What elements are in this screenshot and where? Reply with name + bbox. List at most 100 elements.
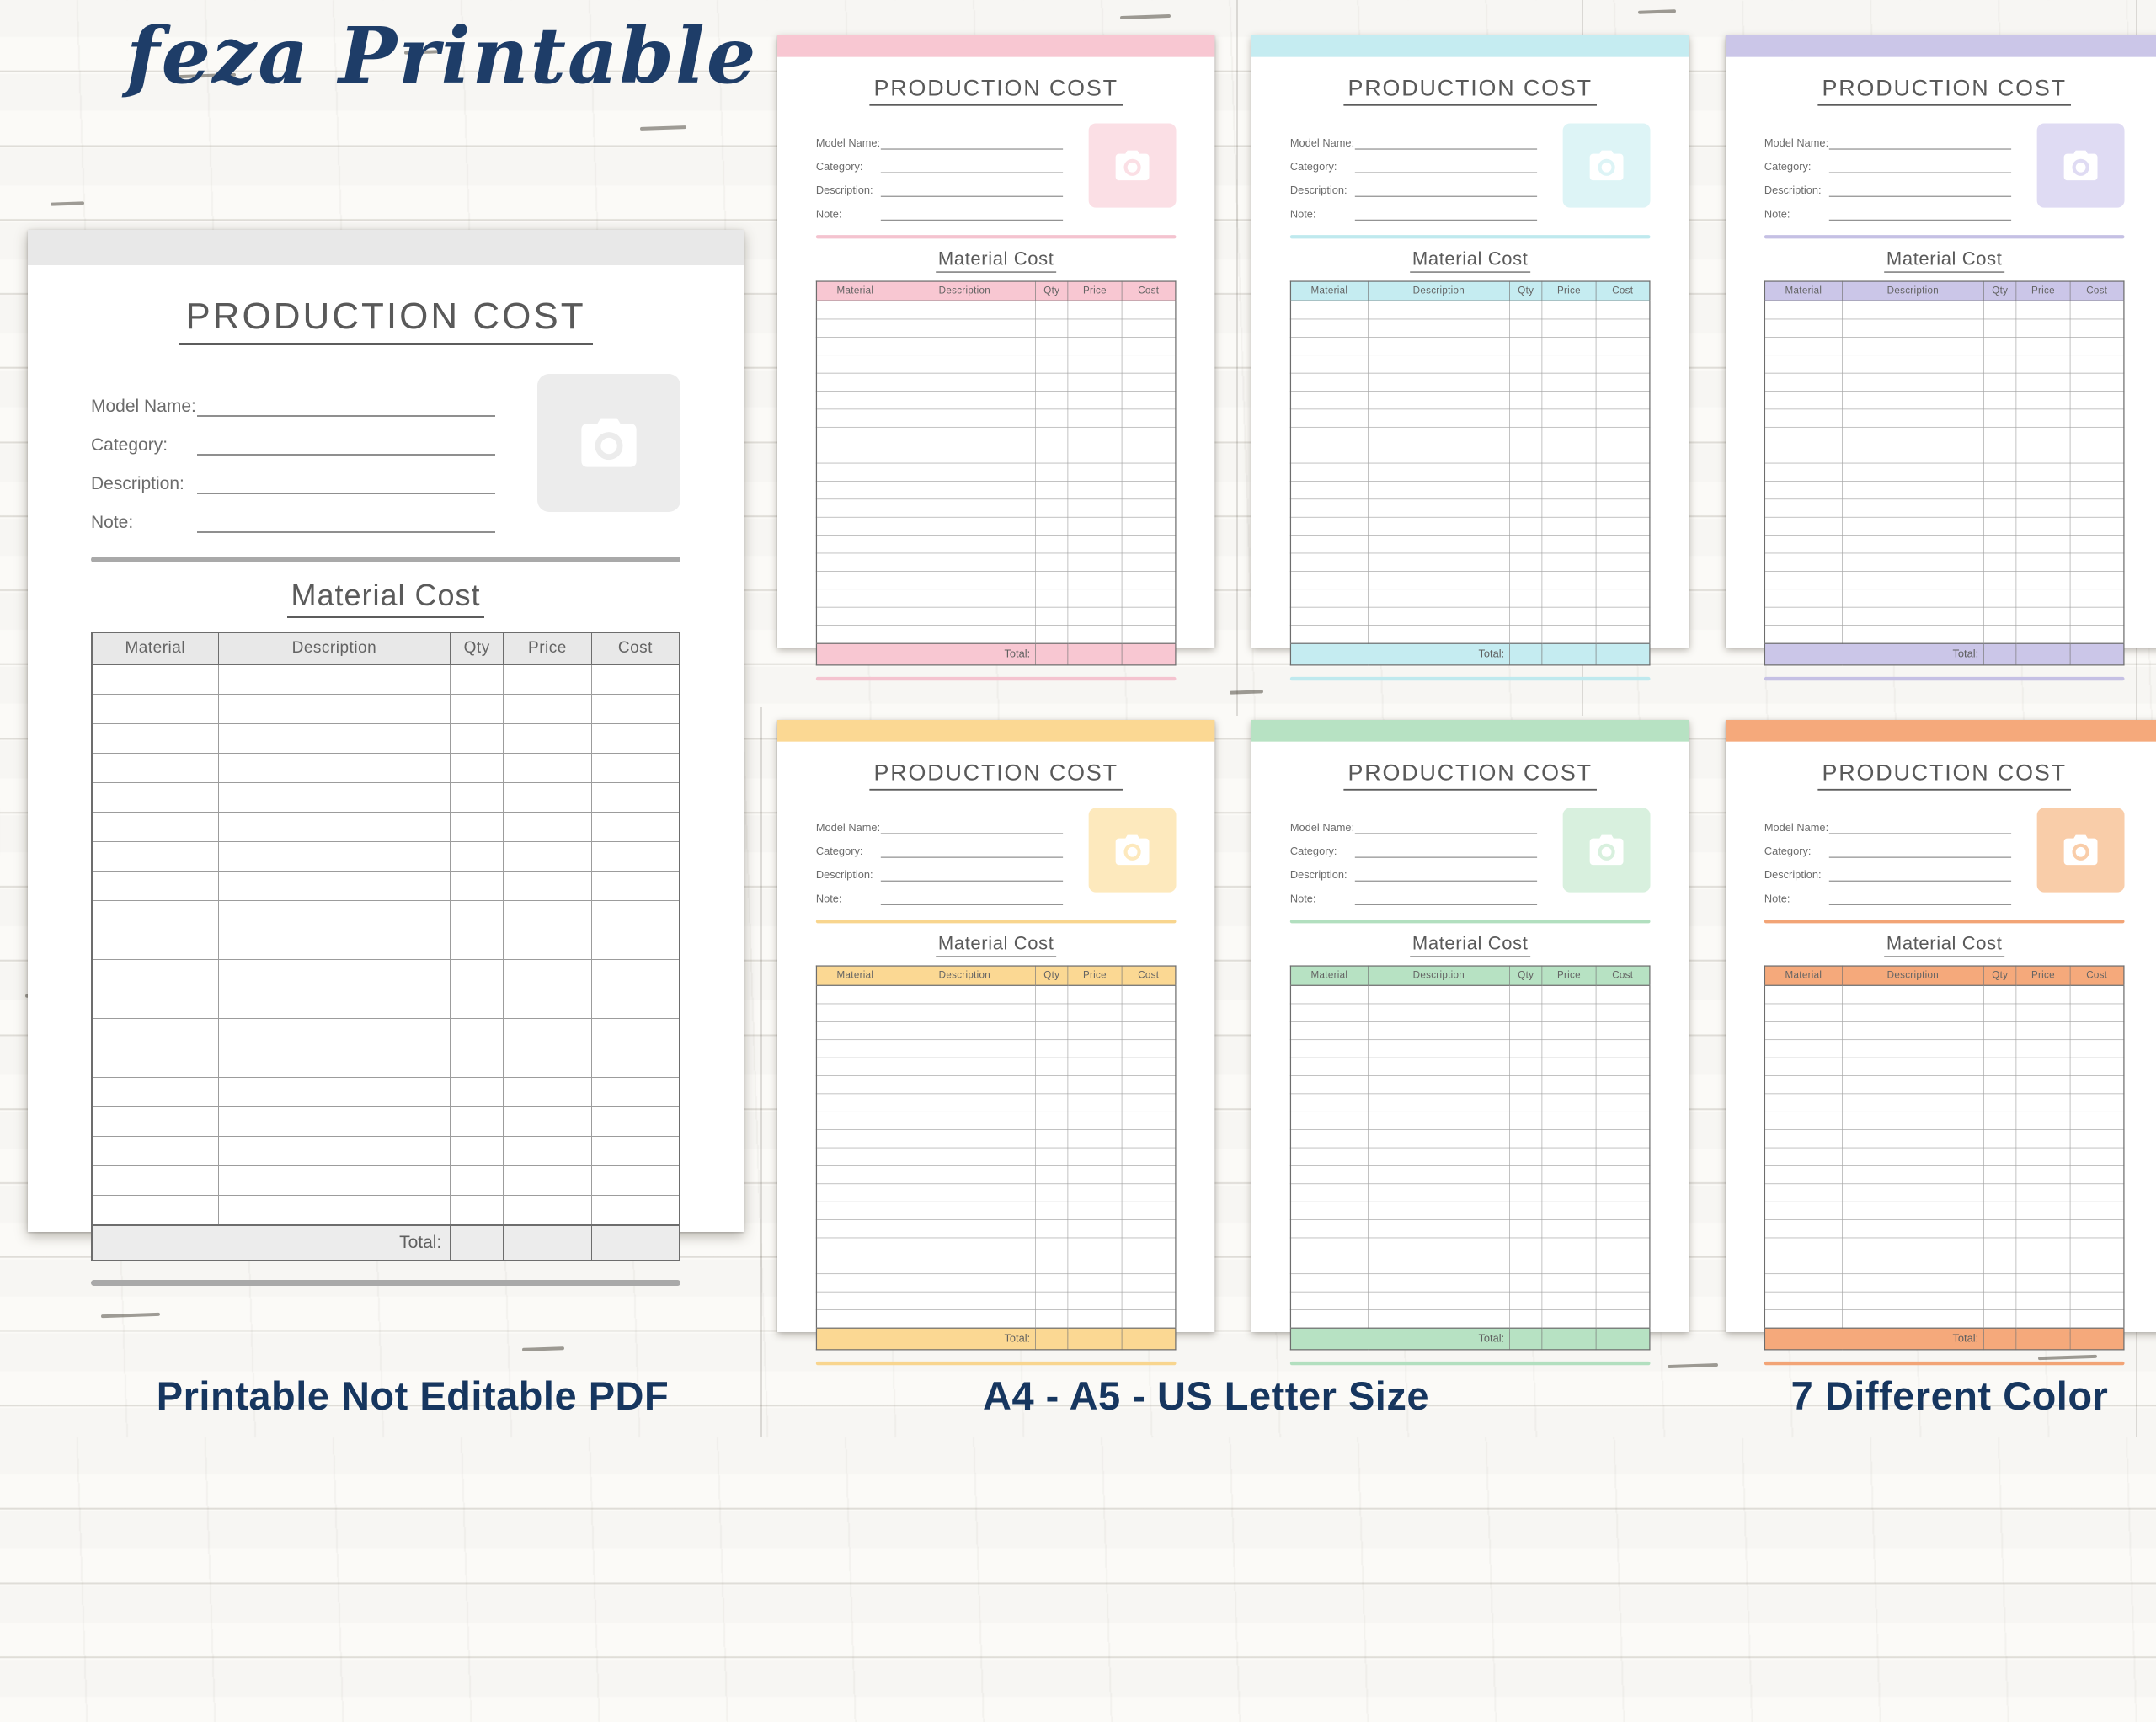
empty-cell xyxy=(816,355,894,374)
table-row xyxy=(1290,535,1651,554)
wood-plank-seam xyxy=(1236,0,1238,716)
column-header-description: Description xyxy=(893,965,1036,986)
empty-cell xyxy=(816,1219,894,1239)
empty-cell xyxy=(816,462,894,482)
empty-cell xyxy=(590,959,680,989)
empty-cell xyxy=(2015,1021,2071,1041)
table-row xyxy=(1290,1183,1651,1202)
empty-cell xyxy=(1067,426,1123,445)
empty-cell xyxy=(1509,571,1543,590)
empty-cell xyxy=(2069,426,2125,445)
empty-cell xyxy=(2015,408,2071,428)
table-row xyxy=(816,391,1177,410)
empty-cell xyxy=(1121,606,1177,626)
table-row xyxy=(91,664,680,695)
material-cost-table: Material Description Qty Price Cost Total: xyxy=(815,280,1177,666)
empty-cell xyxy=(590,930,680,960)
empty-cell xyxy=(1509,1057,1543,1076)
table-row xyxy=(1764,984,2125,1005)
field-category: Category: xyxy=(1764,157,2012,173)
total-qty-cell xyxy=(1509,1327,1543,1351)
empty-cell xyxy=(1290,408,1369,428)
empty-cell xyxy=(1983,372,2017,392)
empty-cell xyxy=(2015,318,2071,338)
empty-cell xyxy=(1035,318,1069,338)
empty-cell xyxy=(1367,1111,1510,1130)
empty-cell xyxy=(893,1219,1036,1239)
field-category: Category: xyxy=(1764,842,2012,858)
empty-cell xyxy=(1983,1093,2017,1112)
field-model-name: Model Name: xyxy=(816,818,1064,834)
field-label: Description: xyxy=(91,474,184,493)
empty-cell xyxy=(1764,1201,1843,1220)
empty-cell xyxy=(1290,1309,1369,1329)
field-blank-line xyxy=(1354,843,1538,858)
empty-cell xyxy=(816,1201,894,1220)
empty-cell xyxy=(1841,1147,1984,1166)
empty-cell xyxy=(1509,408,1543,428)
empty-cell xyxy=(1841,337,1984,356)
empty-cell xyxy=(503,1165,592,1196)
table-row xyxy=(1290,516,1651,536)
table-row xyxy=(816,516,1177,536)
table-row xyxy=(816,1291,1177,1310)
empty-cell xyxy=(1841,625,1984,644)
empty-cell xyxy=(91,1165,219,1196)
empty-cell xyxy=(91,1048,219,1078)
table-row xyxy=(1290,426,1651,445)
table-row xyxy=(816,1256,1177,1275)
total-cost-cell xyxy=(1121,642,1177,666)
table-row xyxy=(1764,1057,2125,1076)
empty-cell xyxy=(503,694,592,724)
empty-cell xyxy=(1541,1111,1597,1130)
pages-area: PRODUCTION COST Model Name: Category: Desc… xyxy=(28,35,2156,1366)
empty-cell xyxy=(1035,408,1069,428)
empty-cell xyxy=(1841,571,1984,590)
empty-cell xyxy=(2015,552,2071,572)
empty-cell xyxy=(1367,1219,1510,1239)
column-header-cost: Cost xyxy=(1595,965,1651,986)
empty-cell xyxy=(1841,1165,1984,1185)
empty-cell xyxy=(1595,337,1651,356)
empty-cell xyxy=(1764,1256,1843,1275)
empty-cell xyxy=(2069,1201,2125,1220)
total-label: Total: xyxy=(1764,642,1984,666)
empty-cell xyxy=(816,606,894,626)
table-row xyxy=(91,782,680,813)
field-category: Category: xyxy=(816,157,1064,173)
empty-cell xyxy=(893,1273,1036,1293)
empty-cell xyxy=(1841,1039,1984,1058)
table-row xyxy=(1764,571,2125,590)
empty-cell xyxy=(1983,1273,2017,1293)
empty-cell xyxy=(1067,1165,1123,1185)
empty-cell xyxy=(1541,1273,1597,1293)
table-row xyxy=(1290,1093,1651,1112)
table-row xyxy=(816,1165,1177,1185)
empty-cell xyxy=(1841,1057,1984,1076)
camera-icon xyxy=(581,418,637,467)
empty-cell xyxy=(1509,1003,1543,1022)
info-fields: Model Name: Category: Description: Note: xyxy=(91,391,495,533)
empty-cell xyxy=(1367,391,1510,410)
empty-cell xyxy=(1541,1201,1597,1220)
empty-cell xyxy=(1595,391,1651,410)
page-accent-bar xyxy=(1251,35,1689,57)
empty-cell xyxy=(816,1129,894,1149)
page-title: PRODUCTION COST xyxy=(1343,760,1597,791)
column-header-description: Description xyxy=(1367,280,1510,301)
empty-cell xyxy=(1067,625,1123,644)
empty-cell xyxy=(1121,1219,1177,1239)
empty-cell xyxy=(1121,1057,1177,1076)
empty-cell xyxy=(1595,462,1651,482)
section-title: Material Cost xyxy=(936,248,1056,273)
total-price-cell xyxy=(503,1224,592,1261)
section-title: Material Cost xyxy=(287,578,484,618)
empty-cell xyxy=(1067,535,1123,554)
empty-cell xyxy=(1764,1075,1843,1095)
empty-cell xyxy=(1509,1273,1543,1293)
field-blank-line xyxy=(197,392,495,417)
field-category: Category: xyxy=(91,429,495,456)
field-label: Description: xyxy=(1764,184,1822,197)
table-row xyxy=(816,625,1177,644)
column-header-material: Material xyxy=(91,632,219,665)
